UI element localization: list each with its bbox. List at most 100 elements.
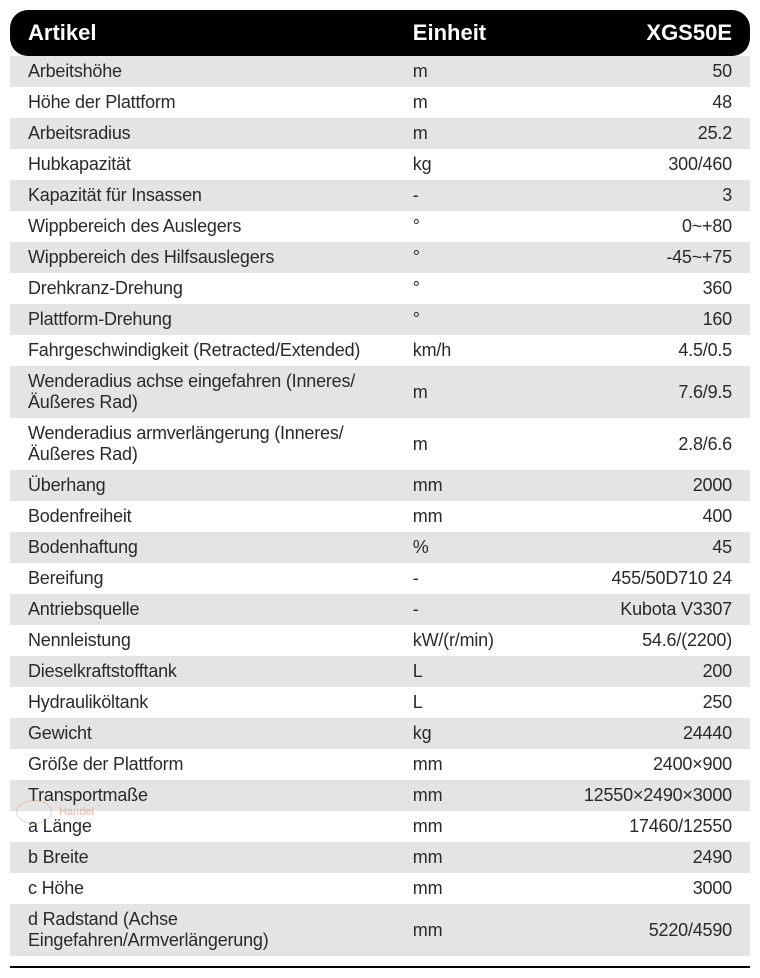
row-unit: L xyxy=(395,656,513,687)
row-value: 45 xyxy=(513,532,750,563)
row-label: b Breite xyxy=(10,842,395,873)
row-unit: m xyxy=(395,366,513,418)
row-unit: mm xyxy=(395,904,513,956)
row-unit: mm xyxy=(395,780,513,811)
table-body: Arbeitshöhem50Höhe der Plattformm48Arbei… xyxy=(10,56,750,956)
table-row: c Höhemm3000 xyxy=(10,873,750,904)
table-row: Wenderadius armverlängerung (Inneres/Äuß… xyxy=(10,418,750,470)
table-bottom-rule xyxy=(10,966,750,968)
row-value: 54.6/(2200) xyxy=(513,625,750,656)
table-row: Arbeitsradiusm25.2 xyxy=(10,118,750,149)
row-value: 360 xyxy=(513,273,750,304)
table-row: HydrauliköltankL250 xyxy=(10,687,750,718)
row-label: Gewicht xyxy=(10,718,395,749)
spec-table: Artikel Einheit XGS50E Arbeitshöhem50Höh… xyxy=(10,10,750,956)
table-row: Größe der Plattformmm2400×900 xyxy=(10,749,750,780)
row-value: 455/50D710 24 xyxy=(513,563,750,594)
table-row: Bodenfreiheitmm400 xyxy=(10,501,750,532)
row-label: Fahrgeschwindigkeit (Retracted/Extended) xyxy=(10,335,395,366)
row-label: Wenderadius armverlängerung (Inneres/Äuß… xyxy=(10,418,395,470)
table-row: Überhangmm2000 xyxy=(10,470,750,501)
table-row: Drehkranz-Drehung°360 xyxy=(10,273,750,304)
table-row: Hubkapazitätkg300/460 xyxy=(10,149,750,180)
row-label: Überhang xyxy=(10,470,395,501)
table-row: Kapazität für Insassen-3 xyxy=(10,180,750,211)
row-label: Höhe der Plattform xyxy=(10,87,395,118)
table-row: Transportmaßemm12550×2490×3000 xyxy=(10,780,750,811)
row-label: Größe der Plattform xyxy=(10,749,395,780)
row-value: 48 xyxy=(513,87,750,118)
row-unit: ° xyxy=(395,273,513,304)
row-label: Drehkranz-Drehung xyxy=(10,273,395,304)
row-label: Antriebsquelle xyxy=(10,594,395,625)
row-unit: kg xyxy=(395,149,513,180)
table-row: Wenderadius achse eingefahren (Inneres/Ä… xyxy=(10,366,750,418)
row-unit: mm xyxy=(395,811,513,842)
table-row: Antriebsquelle-Kubota V3307 xyxy=(10,594,750,625)
row-value: 200 xyxy=(513,656,750,687)
row-label: Hydrauliköltank xyxy=(10,687,395,718)
row-value: 3000 xyxy=(513,873,750,904)
header-col-value: XGS50E xyxy=(513,10,750,56)
row-value: 2000 xyxy=(513,470,750,501)
row-unit: mm xyxy=(395,873,513,904)
table-row: NennleistungkW/(r/min)54.6/(2200) xyxy=(10,625,750,656)
row-label: Hubkapazität xyxy=(10,149,395,180)
row-value: 4.5/0.5 xyxy=(513,335,750,366)
row-unit: L xyxy=(395,687,513,718)
table-row: Arbeitshöhem50 xyxy=(10,56,750,87)
row-value: 0~+80 xyxy=(513,211,750,242)
row-label: Bodenfreiheit xyxy=(10,501,395,532)
row-value: 50 xyxy=(513,56,750,87)
row-label: Kapazität für Insassen xyxy=(10,180,395,211)
row-label: Dieselkraftstofftank xyxy=(10,656,395,687)
table-row: Plattform-Drehung°160 xyxy=(10,304,750,335)
row-value: 2.8/6.6 xyxy=(513,418,750,470)
row-label: Arbeitshöhe xyxy=(10,56,395,87)
header-col-unit: Einheit xyxy=(395,10,513,56)
row-unit: mm xyxy=(395,470,513,501)
table-row: Bereifung-455/50D710 24 xyxy=(10,563,750,594)
row-value: Kubota V3307 xyxy=(513,594,750,625)
row-value: 3 xyxy=(513,180,750,211)
row-value: 250 xyxy=(513,687,750,718)
row-label: Arbeitsradius xyxy=(10,118,395,149)
row-value: 300/460 xyxy=(513,149,750,180)
table-row: Gewichtkg24440 xyxy=(10,718,750,749)
row-value: -45~+75 xyxy=(513,242,750,273)
row-unit: mm xyxy=(395,501,513,532)
row-value: 400 xyxy=(513,501,750,532)
row-label: d Radstand (Achse Eingefahren/Armverläng… xyxy=(10,904,395,956)
row-value: 25.2 xyxy=(513,118,750,149)
row-value: 7.6/9.5 xyxy=(513,366,750,418)
table-row: Bodenhaftung%45 xyxy=(10,532,750,563)
header-col-label: Artikel xyxy=(10,10,395,56)
row-label: Wenderadius achse eingefahren (Inneres/Ä… xyxy=(10,366,395,418)
row-label: Transportmaße xyxy=(10,780,395,811)
row-unit: kg xyxy=(395,718,513,749)
row-label: c Höhe xyxy=(10,873,395,904)
row-value: 5220/4590 xyxy=(513,904,750,956)
row-label: Plattform-Drehung xyxy=(10,304,395,335)
row-unit: m xyxy=(395,56,513,87)
row-unit: ° xyxy=(395,304,513,335)
table-row: Fahrgeschwindigkeit (Retracted/Extended)… xyxy=(10,335,750,366)
row-unit: ° xyxy=(395,242,513,273)
row-unit: m xyxy=(395,87,513,118)
row-unit: mm xyxy=(395,842,513,873)
row-unit: % xyxy=(395,532,513,563)
table-row: d Radstand (Achse Eingefahren/Armverläng… xyxy=(10,904,750,956)
row-label: Bodenhaftung xyxy=(10,532,395,563)
table-header-row: Artikel Einheit XGS50E xyxy=(10,10,750,56)
table-row: Höhe der Plattformm48 xyxy=(10,87,750,118)
row-unit: m xyxy=(395,118,513,149)
row-value: 160 xyxy=(513,304,750,335)
table-row: b Breitemm2490 xyxy=(10,842,750,873)
row-unit: km/h xyxy=(395,335,513,366)
table-row: DieselkraftstofftankL200 xyxy=(10,656,750,687)
row-unit: - xyxy=(395,594,513,625)
row-value: 12550×2490×3000 xyxy=(513,780,750,811)
row-unit: mm xyxy=(395,749,513,780)
row-label: a Länge xyxy=(10,811,395,842)
row-label: Bereifung xyxy=(10,563,395,594)
